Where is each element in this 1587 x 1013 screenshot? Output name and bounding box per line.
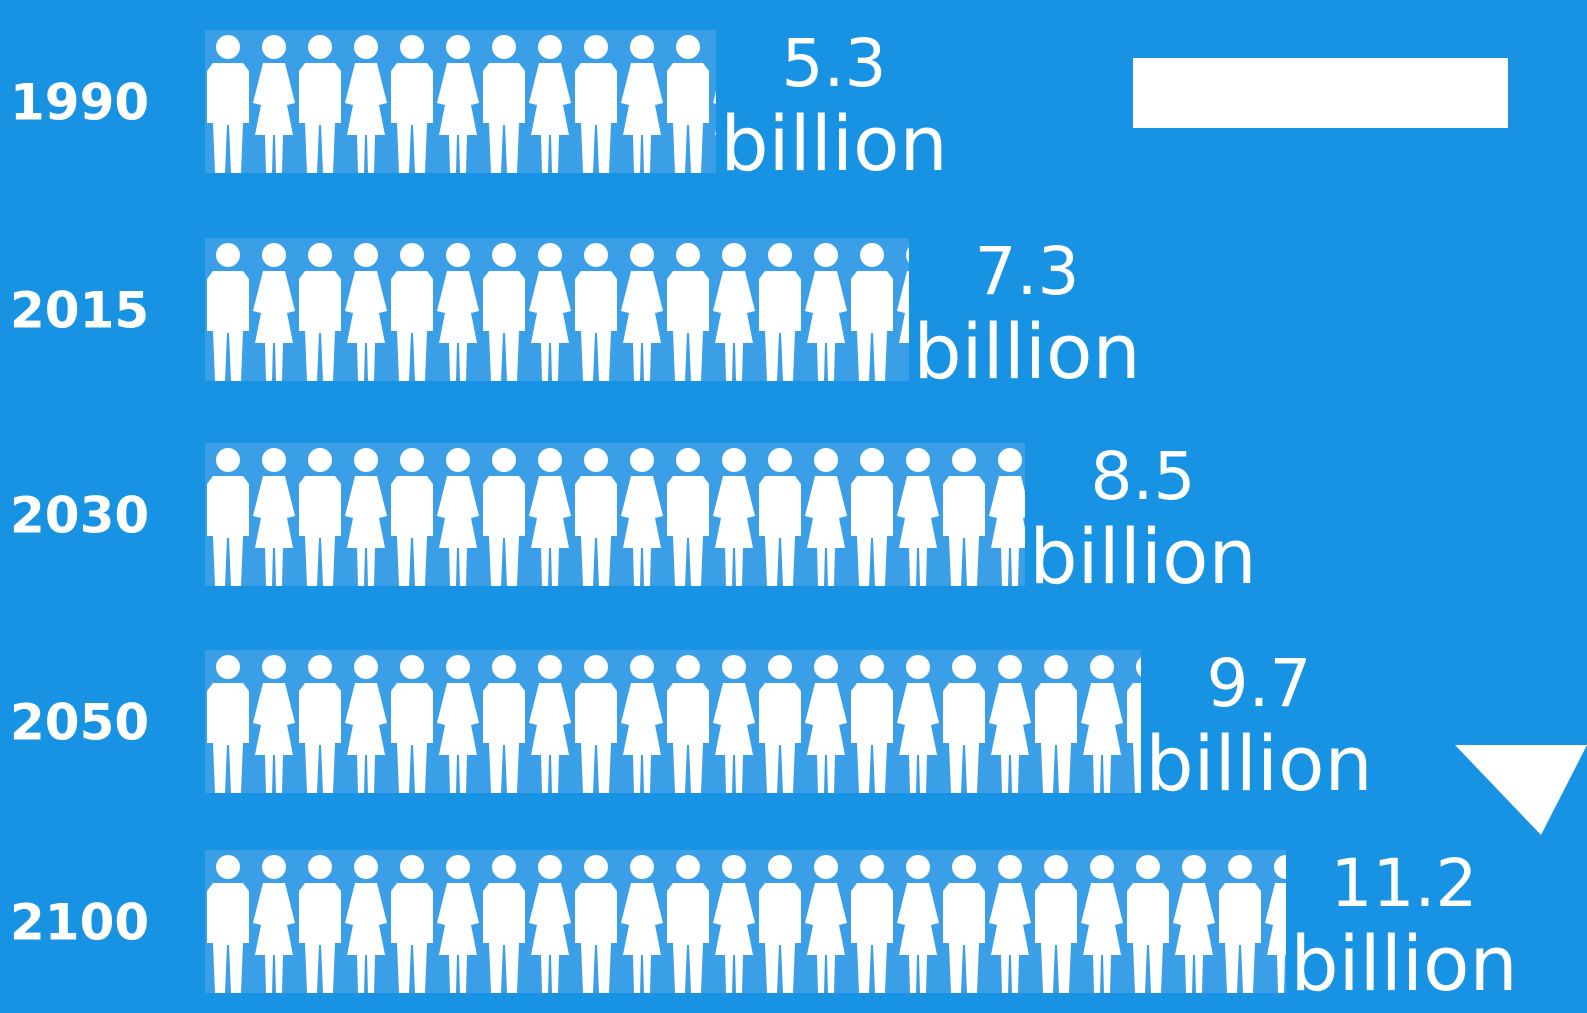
bar-2015 — [205, 238, 909, 381]
unit-label: billion — [1290, 919, 1517, 1008]
value-label: 7.3 — [975, 233, 1080, 310]
unit-label: billion — [1145, 719, 1372, 808]
value-label: 5.3 — [782, 25, 887, 102]
year-label: 2100 — [10, 894, 149, 952]
unit-label: billion — [1029, 512, 1256, 601]
unit-label: billion — [913, 307, 1140, 396]
bar-1990 — [205, 30, 716, 173]
bar-2100 — [205, 850, 1286, 993]
value-label: 9.7 — [1207, 645, 1312, 722]
value-label: 11.2 — [1331, 845, 1478, 922]
unit-label: billion — [720, 99, 947, 188]
year-label: 2050 — [10, 694, 149, 752]
bar-2030 — [205, 443, 1025, 586]
year-label: 2015 — [10, 282, 149, 340]
value-label: 8.5 — [1091, 438, 1196, 515]
down-arrow-icon — [1133, 58, 1587, 835]
bar-2050 — [205, 650, 1141, 793]
year-label: 1990 — [10, 74, 149, 132]
year-label: 2030 — [10, 487, 149, 545]
